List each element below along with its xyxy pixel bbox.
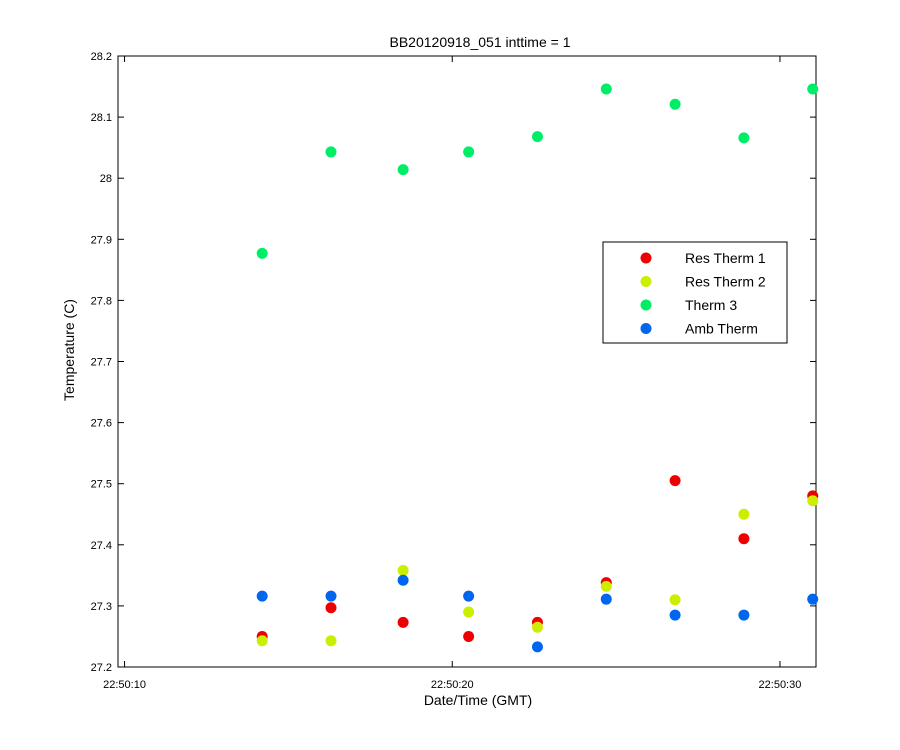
y-tick-label: 27.6 xyxy=(91,418,112,430)
point-therm-3 xyxy=(807,83,819,95)
point-amb-therm xyxy=(397,574,409,586)
point-therm-3 xyxy=(600,83,612,95)
x-tick-label: 22:50:10 xyxy=(103,679,146,691)
point-therm-3 xyxy=(531,131,543,143)
legend-label-therm-3: Therm 3 xyxy=(685,297,737,313)
x-axis-label: Date/Time (GMT) xyxy=(424,692,532,708)
point-res-therm-2 xyxy=(463,606,475,618)
y-tick-label: 27.5 xyxy=(91,479,112,491)
point-res-therm-1 xyxy=(738,533,750,545)
point-amb-therm xyxy=(325,590,337,602)
point-res-therm-2 xyxy=(531,621,543,633)
data-points xyxy=(256,83,819,653)
point-therm-3 xyxy=(669,98,681,110)
point-therm-3 xyxy=(397,164,409,176)
point-res-therm-1 xyxy=(397,616,409,628)
point-res-therm-2 xyxy=(397,564,409,576)
legend: Res Therm 1 Res Therm 2 Therm 3 Amb Therm xyxy=(602,241,788,344)
point-res-therm-1 xyxy=(325,602,337,614)
legend-marker-amb-therm xyxy=(640,323,652,334)
legend-box xyxy=(602,241,788,344)
point-therm-3 xyxy=(256,247,268,259)
legend-marker-therm-3 xyxy=(640,299,652,311)
point-amb-therm xyxy=(738,609,750,621)
plot-area xyxy=(117,55,817,668)
chart-title: BB20120918_051 inttime = 1 xyxy=(390,34,571,50)
point-amb-therm xyxy=(531,641,543,653)
point-res-therm-1 xyxy=(669,475,681,487)
y-tick-label: 27.3 xyxy=(91,601,112,613)
y-tick-label: 27.8 xyxy=(91,295,112,307)
point-res-therm-2 xyxy=(738,508,750,520)
y-axis: 27.2 27.3 27.4 27.5 27.6 27.7 27.8 27.9 28 28.1 28… xyxy=(91,51,816,674)
point-amb-therm xyxy=(669,609,681,621)
y-tick-label: 27.9 xyxy=(91,234,112,246)
legend-marker-res-therm-1 xyxy=(640,252,652,264)
point-therm-3 xyxy=(738,132,750,144)
point-therm-3 xyxy=(463,146,475,158)
y-tick-label: 28.2 xyxy=(91,51,112,63)
y-tick-label: 27.7 xyxy=(91,357,112,369)
y-tick-label: 28 xyxy=(100,173,112,185)
legend-label-res-therm-1: Res Therm 1 xyxy=(685,250,766,266)
legend-label-res-therm-2: Res Therm 2 xyxy=(685,274,766,290)
y-tick-label: 28.1 xyxy=(91,112,112,124)
y-tick-label: 27.2 xyxy=(91,662,112,674)
x-tick-label: 22:50:30 xyxy=(759,679,802,691)
point-res-therm-2 xyxy=(807,495,819,507)
y-axis-label: Temperature (C) xyxy=(61,299,77,401)
point-amb-therm xyxy=(600,593,612,605)
point-res-therm-1 xyxy=(463,630,475,642)
point-amb-therm xyxy=(807,593,819,605)
point-res-therm-2 xyxy=(600,580,612,592)
point-amb-therm xyxy=(463,590,475,602)
point-res-therm-2 xyxy=(256,635,268,647)
x-tick-label: 22:50:20 xyxy=(431,679,474,691)
point-res-therm-2 xyxy=(669,594,681,606)
legend-marker-res-therm-2 xyxy=(640,276,652,287)
point-amb-therm xyxy=(256,590,268,602)
point-res-therm-2 xyxy=(325,635,337,647)
legend-label-amb-therm: Amb Therm xyxy=(685,321,758,337)
y-tick-label: 27.4 xyxy=(91,540,112,552)
point-therm-3 xyxy=(325,146,337,158)
x-axis: 22:50:10 22:50:20 22:50:30 xyxy=(103,56,801,691)
